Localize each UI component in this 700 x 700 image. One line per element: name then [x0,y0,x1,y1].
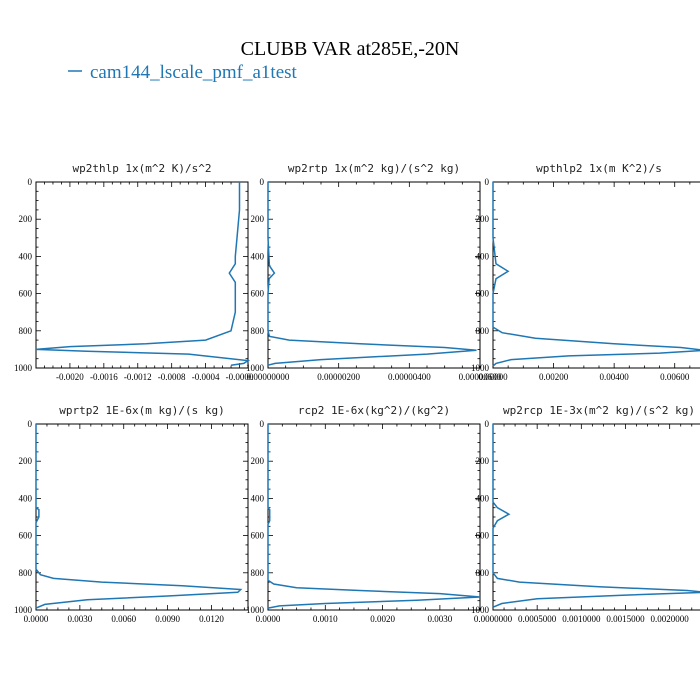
series-line [267,424,481,609]
y-tick-label: 0 [485,419,490,429]
x-tick-label: 0.0090 [155,614,180,624]
y-tick-label: 200 [19,214,33,224]
y-tick-label: 400 [19,251,33,261]
panel-3: wpthlp2 1x(m K^2)/s020040060080010000.00… [471,162,700,382]
series-line [492,424,700,608]
x-tick-label: 0.00000400 [388,372,431,382]
y-tick-label: 800 [251,568,265,578]
x-tick-label: 0.0005000 [518,614,557,624]
y-tick-label: 400 [19,493,33,503]
y-tick-label: 1000 [471,605,490,615]
y-tick-label: 600 [476,289,490,299]
y-tick-label: 200 [476,456,490,466]
panel-title: wprtp2 1E-6x(m kg)/(s kg) [59,404,225,417]
figure-legend: cam144_lscale_pmf_a1test [68,62,298,83]
y-tick-label: 800 [19,326,33,336]
x-tick-label: 0.0030 [67,614,92,624]
x-tick-label: 0.00000000 [247,372,290,382]
y-tick-label: 400 [251,251,265,261]
x-tick-label: 0.0000 [24,614,49,624]
x-tick-label: 0.00600 [660,372,690,382]
axis-frame [35,423,249,611]
x-tick-label: 0.00000 [478,372,508,382]
panel-6: wp2rcp 1E-3x(m^2 kg)/(s^2 kg) 0 200 400 600 8… [471,404,700,624]
x-tick-label: -0.0012 [124,372,152,382]
y-tick-label: 0 [28,419,33,429]
y-tick-label: 400 [476,493,490,503]
panels: wp2thlp 1x(m^2 K)/s^202004006008001000-0… [14,162,700,624]
y-tick-label: 800 [19,568,33,578]
panel-title: wp2rcp 1E-3x(m^2 kg)/(s^2 kg) [503,404,695,417]
y-tick-label: 600 [251,531,265,541]
x-tick-label: 0.0015000 [606,614,645,624]
y-tick-label: 200 [476,214,490,224]
y-tick-label: 800 [476,326,490,336]
series-line [267,182,477,366]
x-tick-label: 0.0060 [111,614,136,624]
series-line [35,424,243,609]
figure-title: CLUBB VAR at285E,-20N [241,38,460,60]
x-tick-label: 0.00400 [600,372,630,382]
y-tick-label: 1000 [246,605,265,615]
series-line [35,182,251,366]
y-tick-label: 0 [28,177,33,187]
y-tick-label: 600 [19,289,33,299]
axis-frame [35,181,249,369]
y-tick-label: 200 [19,456,33,466]
y-tick-label: 1000 [14,605,33,615]
x-tick-label: 0.0000 [256,614,281,624]
x-tick-label: -0.0020 [56,372,84,382]
x-tick-label: 0.00000600 [459,372,502,382]
panel-5: rcp2 1E-6x(kg^2)/(kg^2) 0 200 400 600 800 1000… [246,404,481,624]
y-tick-label: 800 [251,326,265,336]
panel-1: wp2thlp 1x(m^2 K)/s^2 0 200 400 600 800 1000 -0… [14,162,254,382]
panel-2: wp2rtp 1x(m^2 kg)/(s^2 kg) 0 200 400 600 800 1… [246,162,502,382]
y-tick-label: 0 [485,177,490,187]
y-tick-label: 400 [251,493,265,503]
x-tick-label: 0.0010000 [562,614,601,624]
x-tick-label: 0.0020000 [651,614,690,624]
y-tick-label: 0 [260,177,265,187]
y-tick-label: 800 [476,568,490,578]
x-tick-label: 0.0020 [370,614,395,624]
y-tick-label: 600 [19,531,33,541]
panel-title: wp2thlp 1x(m^2 K)/s^2 [72,162,211,175]
y-tick-label: 1000 [14,363,33,373]
x-tick-label: 0.00200 [539,372,569,382]
legend-label: cam144_lscale_pmf_a1test [90,62,298,83]
y-tick-label: 600 [251,289,265,299]
y-tick-label: 1000 [471,363,490,373]
y-tick-label: 0 [260,419,265,429]
y-tick-label: 400 [476,251,490,261]
x-tick-label: 0.0000000 [474,614,513,624]
series-line [492,182,700,367]
panel-title: wpthlp2 1x(m K^2)/s [536,162,662,175]
panel-title: rcp2 1E-6x(kg^2)/(kg^2) [298,404,450,417]
axis-frame [492,181,700,369]
y-tick-label: 200 [251,214,265,224]
y-tick-label: 200 [251,456,265,466]
y-tick-label: 1000 [246,363,265,373]
x-tick-label: -0.0004 [192,372,220,382]
x-tick-label: -0.0008 [158,372,186,382]
axis-frame [267,423,481,611]
panel-title: wp2rtp 1x(m^2 kg)/(s^2 kg) [288,162,460,175]
x-tick-label: 0.0010 [313,614,338,624]
panel-4: wprtp2 1E-6x(m kg)/(s kg) 0 200 400 600 800 10… [14,404,249,624]
x-tick-label: 0.00000200 [317,372,360,382]
y-tick-label: 600 [476,531,490,541]
x-tick-label: 0.0030 [428,614,453,624]
x-tick-label: 0.0120 [199,614,224,624]
x-tick-label: -0.0000 [226,372,254,382]
x-tick-label: -0.0016 [90,372,118,382]
